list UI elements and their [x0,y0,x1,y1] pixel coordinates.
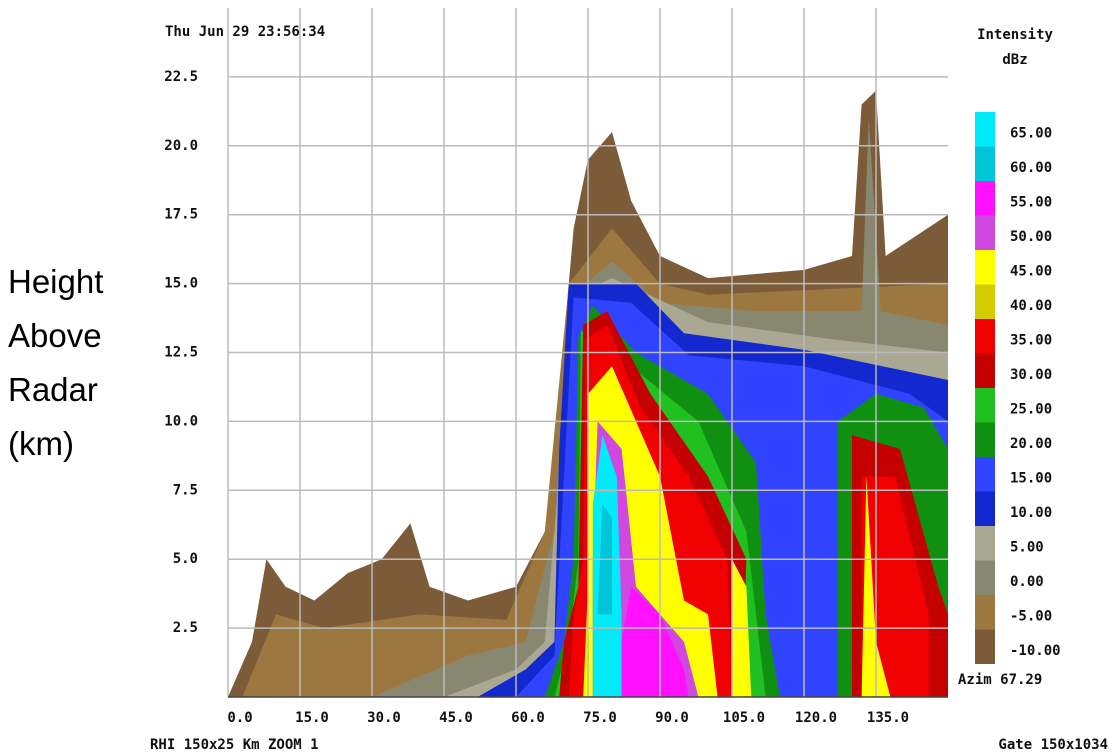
colorbar-swatch [975,526,995,561]
colorbar-swatch [975,250,995,285]
colorbar-label: 65.00 [1010,125,1052,141]
x-tick-label: 60.0 [511,710,545,726]
chart: Thu Jun 29 23:56:34 Azim 67.29 RHI 150x2… [0,0,1113,756]
y-tick-label: 20.0 [164,138,198,154]
colorbar-swatch [975,285,995,320]
y-tick-label: 10.0 [164,413,198,429]
y-tick-label: 22.5 [164,69,198,85]
y-tick-label: 12.5 [164,345,198,361]
colorbar-label: 55.00 [1010,194,1052,210]
colorbar-swatch [975,630,995,665]
chart-title: Thu Jun 29 23:56:34 [165,24,325,40]
colorbar-swatch [975,595,995,630]
x-tick-label: 45.0 [439,710,473,726]
colorbar-swatch [975,561,995,596]
colorbar-swatch [975,147,995,182]
colorbar-label: 0.00 [1010,574,1044,590]
colorbar-label: 20.00 [1010,436,1052,452]
x-tick-label: 0.0 [227,710,252,726]
colorbar-swatch [975,423,995,458]
colorbar-label: 45.00 [1010,263,1052,279]
colorbar-swatch [975,388,995,423]
colorbar-swatch [975,492,995,527]
colorbar-title: Intensity [977,27,1053,43]
x-tick-label: 30.0 [367,710,401,726]
x-tick-label: 75.0 [583,710,617,726]
footer-left: RHI 150x25 Km ZOOM 1 [150,737,319,753]
x-tick-label: 105.0 [723,710,765,726]
colorbar-swatch [975,112,995,147]
colorbar-label: 60.00 [1010,160,1052,176]
colorbar-label: 50.00 [1010,229,1052,245]
colorbar-swatch [975,457,995,492]
y-tick-label: 17.5 [164,207,198,223]
y-tick-label: 5.0 [173,551,198,567]
colorbar-label: 35.00 [1010,332,1052,348]
x-tick-label: 90.0 [655,710,689,726]
x-tick-label: 135.0 [867,710,909,726]
radar-display: Height Above Radar (km) Thu Jun 29 23:56… [0,0,1113,756]
colorbar-swatch [975,354,995,389]
footer-right: Gate 150x1034 [998,737,1108,753]
colorbar-swatch [975,319,995,354]
y-tick-label: 15.0 [164,276,198,292]
colorbar-label: -10.00 [1010,643,1061,659]
colorbar-swatch [975,216,995,251]
colorbar-label: 25.00 [1010,401,1052,417]
colorbar-swatch [975,181,995,216]
colorbar-label: 15.00 [1010,470,1052,486]
colorbar-label: -5.00 [1010,608,1052,624]
colorbar-label: 5.00 [1010,539,1044,555]
colorbar-unit: dBz [1002,52,1027,68]
x-tick-label: 15.0 [295,710,329,726]
colorbar-label: 30.00 [1010,367,1052,383]
colorbar-label: 10.00 [1010,505,1052,521]
azimuth: Azim 67.29 [958,672,1042,688]
y-tick-label: 7.5 [173,482,198,498]
y-tick-label: 2.5 [173,620,198,636]
x-tick-label: 120.0 [795,710,837,726]
colorbar-label: 40.00 [1010,298,1052,314]
